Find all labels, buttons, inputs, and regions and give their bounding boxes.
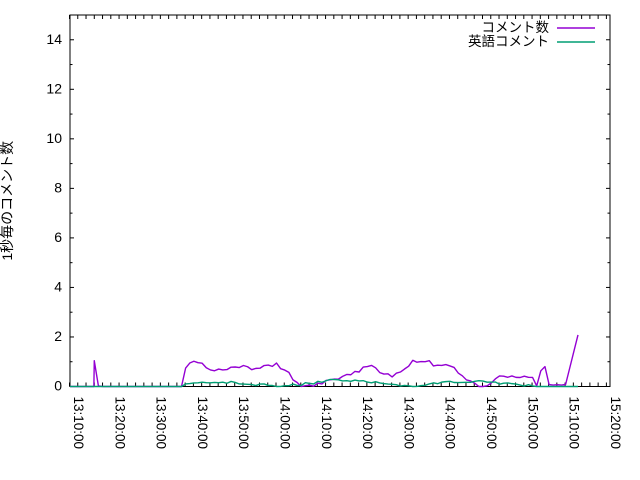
svg-text:1秒毎のコメント数: 1秒毎のコメント数 xyxy=(0,141,15,261)
svg-text:13:40:00: 13:40:00 xyxy=(195,397,210,450)
svg-text:14:30:00: 14:30:00 xyxy=(401,397,416,450)
svg-text:14:20:00: 14:20:00 xyxy=(360,397,375,450)
svg-text:6: 6 xyxy=(54,229,62,245)
svg-text:15:10:00: 15:10:00 xyxy=(567,397,582,450)
svg-text:15:20:00: 15:20:00 xyxy=(608,397,623,450)
svg-text:0: 0 xyxy=(54,378,62,394)
svg-text:14:10:00: 14:10:00 xyxy=(319,397,334,450)
svg-text:15:00:00: 15:00:00 xyxy=(525,397,540,450)
svg-text:2: 2 xyxy=(54,328,62,344)
svg-text:10: 10 xyxy=(46,130,62,146)
svg-text:13:50:00: 13:50:00 xyxy=(236,397,251,450)
svg-text:コメント数: コメント数 xyxy=(482,20,550,35)
svg-text:13:20:00: 13:20:00 xyxy=(112,397,127,450)
svg-text:14:40:00: 14:40:00 xyxy=(443,397,458,450)
svg-text:13:10:00: 13:10:00 xyxy=(71,397,86,450)
svg-text:英語コメント: 英語コメント xyxy=(468,33,549,49)
svg-text:12: 12 xyxy=(46,80,62,96)
svg-text:4: 4 xyxy=(54,278,62,294)
svg-text:14:50:00: 14:50:00 xyxy=(484,397,499,450)
svg-text:8: 8 xyxy=(54,179,62,195)
svg-text:14:00:00: 14:00:00 xyxy=(278,397,293,450)
svg-text:14: 14 xyxy=(46,31,62,47)
svg-text:13:30:00: 13:30:00 xyxy=(154,397,169,450)
